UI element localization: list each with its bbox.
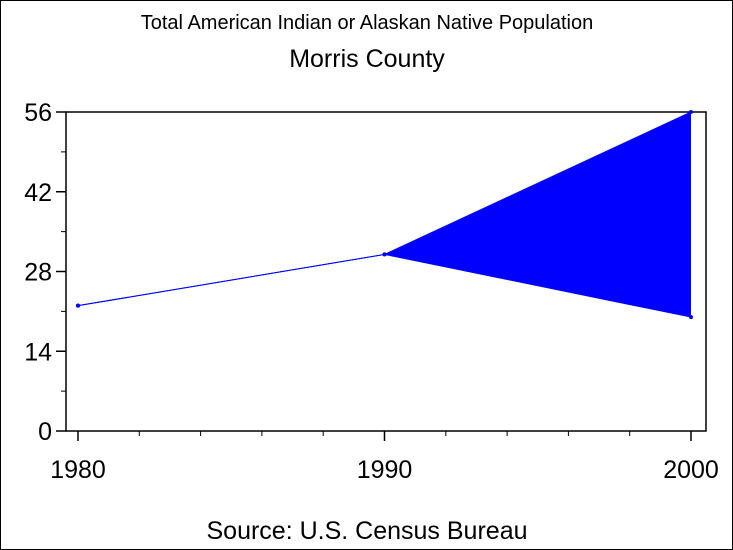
- data-point: [76, 303, 80, 308]
- x-tick-label: 1990: [357, 456, 413, 484]
- filled-area: [384, 112, 691, 318]
- data-point: [382, 252, 387, 257]
- y-tick-label: 0: [38, 418, 52, 446]
- x-tick-label: 1980: [50, 456, 106, 484]
- y-tick-label: 28: [24, 259, 52, 287]
- x-tick-label: 2000: [663, 456, 719, 484]
- y-tick-label: 14: [24, 338, 52, 366]
- data-point: [689, 315, 693, 320]
- chart-subtitle: Morris County: [289, 45, 445, 73]
- data-point: [689, 110, 693, 114]
- y-tick-label: 42: [24, 179, 52, 207]
- chart-footnote: Source: U.S. Census Bureau: [207, 517, 528, 545]
- y-tick-label: 56: [24, 99, 52, 127]
- chart-title: Total American Indian or Alaskan Native …: [141, 12, 594, 34]
